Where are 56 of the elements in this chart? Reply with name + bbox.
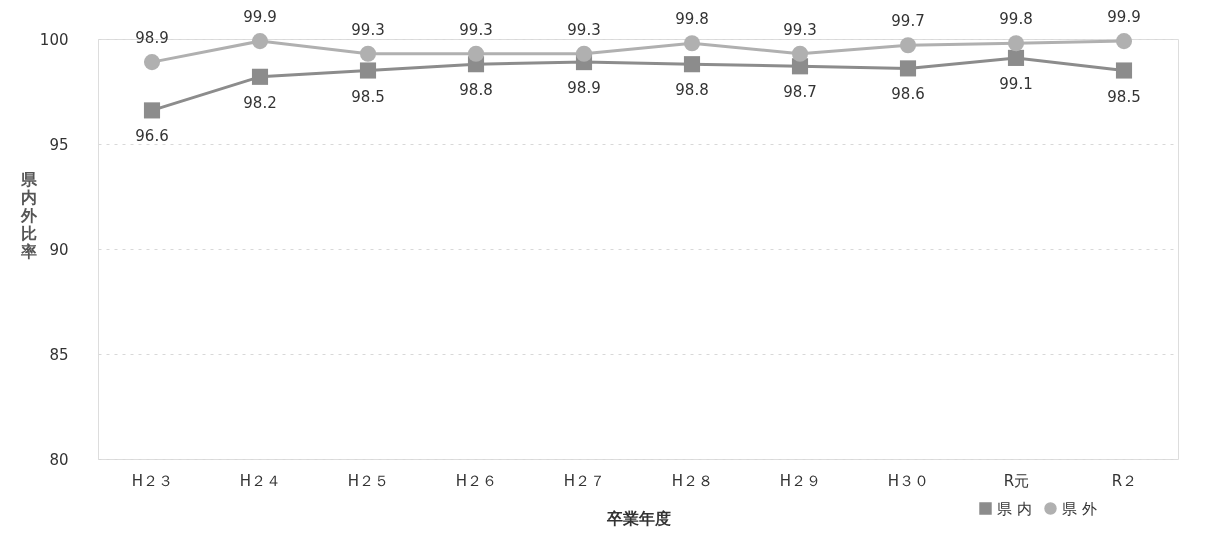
y-tick-label: 100 — [39, 30, 69, 49]
x-axis-title: 卒業年度 — [605, 508, 671, 528]
x-tick-label: H２９ — [779, 471, 822, 490]
x-tick-label: H２７ — [563, 471, 606, 490]
x-tick-label: R元 — [1003, 471, 1030, 490]
point — [359, 45, 377, 62]
point — [143, 54, 161, 71]
legend-label: 県 内 — [997, 499, 1032, 518]
point — [467, 45, 485, 62]
point — [683, 35, 701, 52]
data-label: 98.8 — [675, 81, 709, 100]
x-tick-label: R２ — [1111, 471, 1138, 490]
x-tick-label: H２８ — [671, 471, 714, 490]
point — [251, 68, 269, 85]
data-label: 98.5 — [351, 87, 385, 106]
point — [1007, 49, 1025, 66]
data-label: 99.7 — [891, 12, 925, 31]
data-label: 98.5 — [1107, 87, 1141, 106]
y-tick-label: 80 — [49, 450, 69, 469]
point — [1115, 62, 1133, 79]
x-tick-label: H２６ — [455, 471, 498, 490]
data-label: 98.9 — [567, 79, 601, 98]
data-label: 96.6 — [135, 127, 169, 146]
y-axis-title: 県内外比率 — [19, 169, 38, 261]
data-label: 98.9 — [135, 29, 169, 48]
point — [143, 102, 161, 119]
data-label: 99.3 — [351, 20, 385, 39]
data-label: 99.3 — [783, 20, 817, 39]
point — [899, 60, 917, 77]
data-label: 99.3 — [567, 20, 601, 39]
point — [359, 62, 377, 79]
data-label: 99.3 — [459, 20, 493, 39]
x-tick-label: H３０ — [887, 471, 930, 490]
data-label: 99.9 — [243, 8, 277, 27]
data-label: 98.6 — [891, 85, 925, 104]
y-tick-label: 95 — [49, 135, 69, 154]
data-label: 98.2 — [243, 93, 277, 112]
data-label: 99.9 — [1107, 8, 1141, 27]
data-label: 99.8 — [675, 10, 709, 29]
y-tick-label: 90 — [49, 240, 69, 259]
legend-label: 県 外 — [1062, 499, 1097, 518]
point — [251, 33, 269, 50]
data-label: 99.8 — [999, 10, 1033, 29]
x-tick-label: H２３ — [131, 471, 174, 490]
point — [1007, 35, 1025, 52]
point — [791, 45, 809, 62]
x-tick-label: H２５ — [347, 471, 390, 490]
x-tick-label: H２４ — [239, 471, 282, 490]
data-label: 98.8 — [459, 81, 493, 100]
point — [899, 37, 917, 54]
data-label: 98.7 — [783, 83, 817, 102]
point — [575, 45, 593, 62]
point — [1115, 33, 1133, 50]
data-label: 99.1 — [999, 74, 1033, 93]
y-tick-label: 85 — [49, 345, 69, 364]
point — [683, 56, 701, 73]
